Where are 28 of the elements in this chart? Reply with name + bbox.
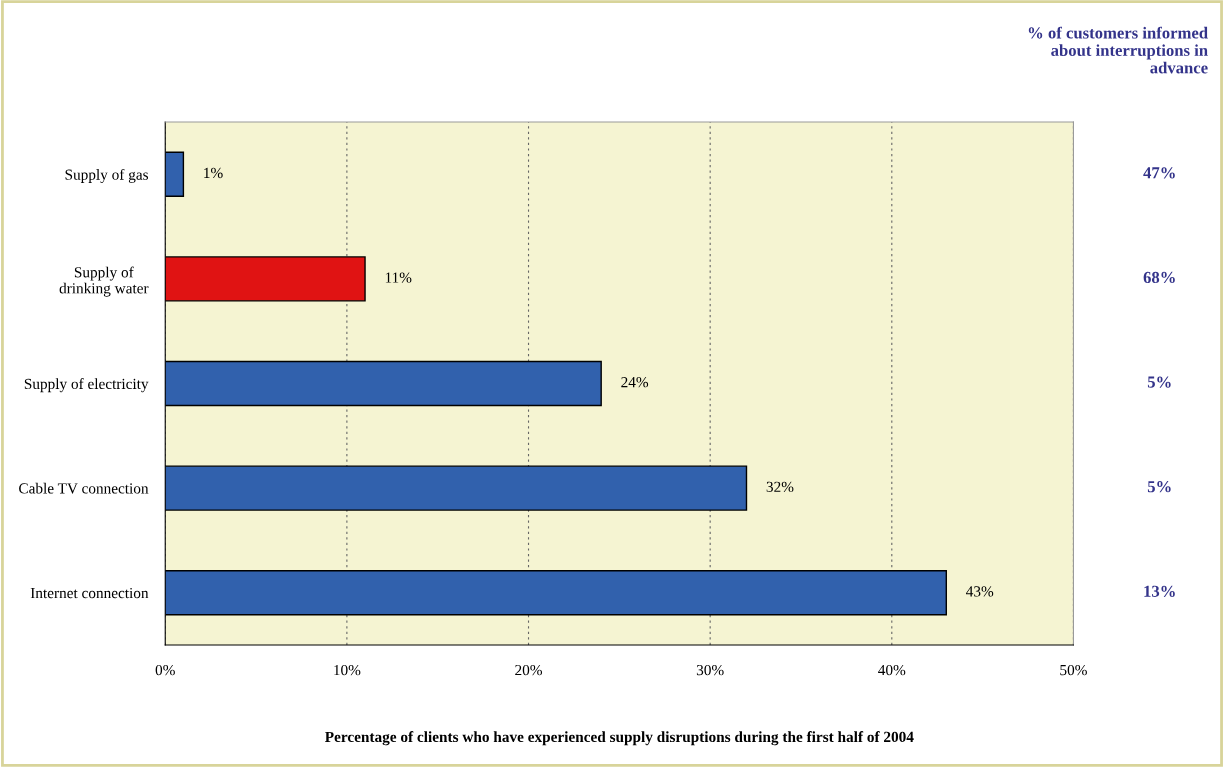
y-tick-label: Supply of electricity (24, 378, 149, 393)
data-label: 24% (621, 377, 649, 388)
data-label: 43% (966, 586, 994, 597)
x-axis-title: Percentage of clients who have experienced supply disruptions during the first half of 2004 (325, 731, 914, 746)
x-tick-label: 40% (878, 664, 906, 676)
text: % of customers informed about interruptions in advance (1028, 26, 1208, 74)
y-tick-label: Cable TV connection (19, 482, 149, 494)
x-tick-label: 20% (515, 664, 542, 676)
bar (165, 360, 602, 407)
bar (165, 151, 185, 197)
x-tick-label: 10% (334, 664, 361, 676)
bar (165, 256, 366, 302)
text: 13% (1144, 585, 1175, 597)
y-tick-label: Supply of gas (65, 168, 149, 183)
x-tick-label: 30% (696, 664, 724, 676)
text: 5% (1147, 376, 1171, 388)
text: 47% (1143, 167, 1175, 179)
y-tick-label: Supply of drinking water (59, 266, 149, 297)
bar (165, 570, 947, 616)
text: 68% (1143, 271, 1175, 284)
x-tick-label: 50% (1060, 664, 1087, 676)
text: 5% (1147, 481, 1171, 493)
x-tick-label: 0% (155, 664, 175, 676)
data-label: 32% (766, 481, 794, 492)
data-label: 11% (385, 272, 412, 283)
y-tick-label: Internet connection (30, 587, 149, 599)
bar (165, 465, 748, 511)
data-label: 1% (204, 167, 223, 179)
